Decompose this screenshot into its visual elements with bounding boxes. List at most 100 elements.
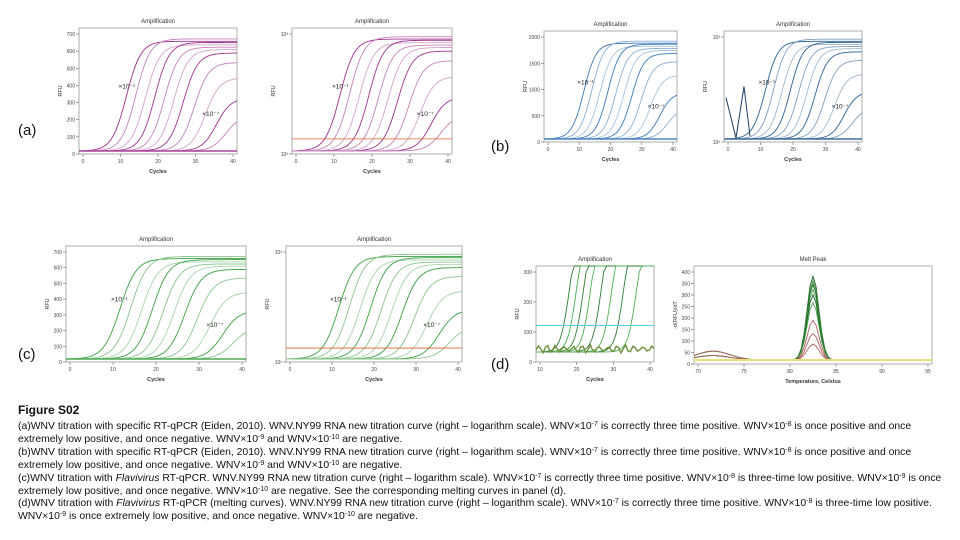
y-axis-label: RFU [703,81,709,92]
y-tick-label: 350 [682,282,691,288]
amplification-curve [292,38,452,152]
chart-svg: Amplification 0 500 1000 1500 2000 0 10 20 30 40 Cy… [523,22,678,163]
y-tick-label: 700 [54,250,63,256]
amplification-curve [723,40,862,140]
annotation-left: ×10⁻¹ [332,83,349,90]
x-tick-label: 30 [413,367,419,373]
y-tick-label: 0 [59,360,62,366]
annotation-right: ×10⁻⁷ [423,322,440,329]
x-tick-label: 80 [787,369,793,375]
amplification-curve [723,38,862,140]
amplification-curve [65,258,246,360]
x-tick-label: 20 [153,367,159,373]
x-tick-label: 10 [576,147,582,153]
x-tick-label: 0 [547,147,550,153]
y-tick-label: 200 [67,118,76,124]
y-tick-label: 10³ [713,35,721,41]
x-tick-label: 0 [289,367,292,373]
amplification-curve [285,253,462,360]
x-tick-label: 30 [823,147,829,153]
x-tick-label: 0 [727,147,730,153]
chart-svg: Amplification 10² 10³ 0 10 20 30 40 Cycles RFU ×10… [703,22,863,163]
y-tick-label: 100 [67,135,76,141]
panel-label-d: (d) [491,356,510,373]
y-tick-label: 200 [524,300,533,306]
y-tick-label: 10² [281,152,289,158]
y-tick-label: 300 [524,270,533,276]
x-tick-label: 30 [639,147,645,153]
y-tick-label: 100 [54,344,63,350]
amplification-curve [65,255,246,360]
y-tick-label: 500 [54,281,63,287]
x-tick-label: 75 [741,369,747,375]
x-tick-label: 30 [193,159,199,165]
y-axis-label: RFU [271,85,277,96]
x-tick-label: 40 [670,147,676,153]
chart-title: Amplification [776,22,810,28]
x-tick-label: 40 [239,367,245,373]
y-tick-label: 200 [54,329,63,335]
amplification-curve [78,38,237,152]
chart-title: Amplification [578,257,612,263]
plot-frame [285,245,463,363]
x-tick-label: 10 [118,159,124,165]
chart-svg: Melt Peak 0 50 100 150 200 250 300 350 400 70 75 80 8… [673,257,933,385]
annotation-left: ×10⁻¹ [577,79,594,86]
y-tick-label: 150 [682,328,691,334]
chart-title: Amplification [139,237,173,243]
chart-b-log: Amplification 10² 10³ 0 10 20 30 40 Cycles RFU ×10… [700,17,870,164]
caption-b: (b)WNV titration with specific RT-qPCR (… [18,446,912,471]
annotation-right: ×10⁻⁷ [832,104,849,111]
y-tick-label: 0 [687,362,690,368]
x-tick-label: 20 [790,147,796,153]
y-tick-label: 300 [54,313,63,319]
x-tick-label: 70 [695,369,701,375]
y-axis-label: RFU [515,308,521,319]
y-tick-label: 600 [54,266,63,272]
annotation-right: ×10⁻⁷ [417,111,434,118]
caption-c: (c)WNV titration with Flavivirus RT-qPCR… [18,472,942,497]
x-tick-label: 10 [110,367,116,373]
plot-frame [723,30,863,143]
plot-frame [78,27,238,155]
chart-title: Amplification [357,237,391,243]
chart-title: Amplification [355,19,389,25]
x-tick-label: 30 [407,159,413,165]
y-axis-label: RFU [523,81,529,92]
y-tick-label: 0 [72,152,75,158]
chart-title: Amplification [141,19,175,25]
y-tick-label: 400 [67,83,76,89]
plot-frame [535,265,655,363]
x-axis-label: Cycles [147,377,165,383]
chart-title: Amplification [593,22,627,28]
annotation-left: ×10⁻¹ [759,79,776,86]
chart-d-melt-peak: Melt Peak 0 50 100 150 200 250 300 350 400 70 75 80 8… [670,252,940,386]
y-tick-label: 300 [682,293,691,299]
baseline-noise [535,343,655,355]
caption-a: (a)WNV titration with specific RT-qPCR (… [18,421,912,445]
plot-frame [291,27,453,155]
y-tick-label: 400 [54,297,63,303]
x-tick-label: 30 [611,367,617,373]
y-tick-label: 200 [682,316,691,322]
x-tick-label: 90 [879,369,885,375]
annotation-right: ×10⁻⁷ [206,322,223,329]
x-axis-label: Cycles [149,169,167,175]
x-tick-label: 10 [537,367,543,373]
x-tick-label: 10 [331,159,337,165]
x-tick-label: 10 [329,367,335,373]
y-tick-label: 10² [275,360,283,366]
x-tick-label: 20 [608,147,614,153]
y-axis-label: -d(RFU)/dT [673,300,679,328]
amplification-curve [543,40,677,140]
y-tick-label: 10² [713,140,721,146]
y-axis-label: RFU [58,85,64,96]
chart-svg: Amplification 10² 10³ 0 10 20 30 40 Cycles RFU ×10… [271,19,453,175]
x-axis-label: Cycles [602,157,620,163]
panel-label-c: (c) [18,346,36,363]
amplification-curve [286,331,463,360]
chart-b-linear: Amplification 0 500 1000 1500 2000 0 10 20 30 40 Cy… [520,17,685,164]
panel-label-a: (a) [18,122,37,139]
x-tick-label: 0 [295,159,298,165]
chart-d-amplification: Amplification 0 100 200 300 10 20 30 40 Cycles RFU [512,252,662,384]
